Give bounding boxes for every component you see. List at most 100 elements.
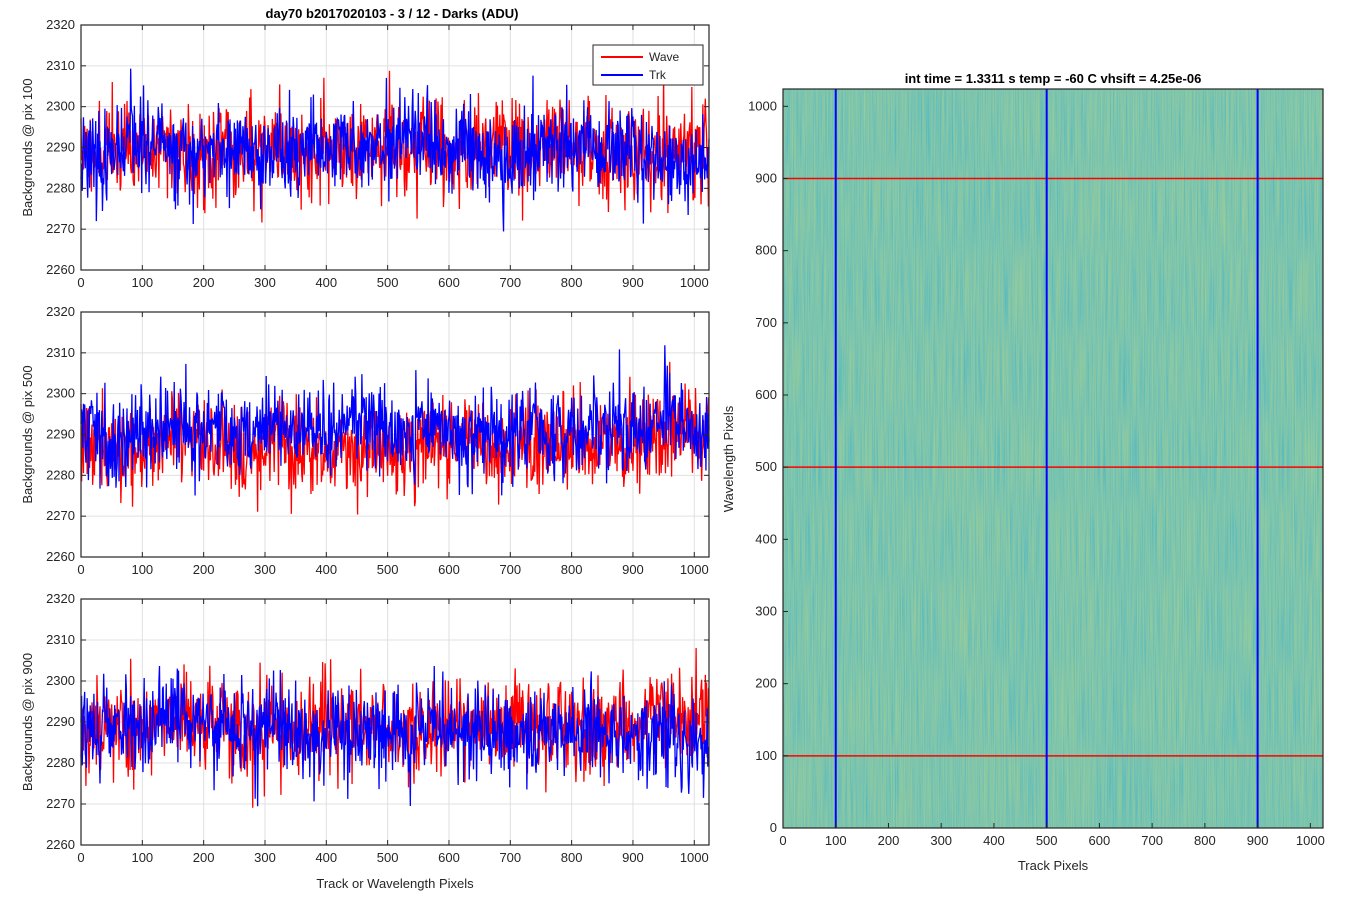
- line-panel-pix-900: 0 100 200 300 400 500 600 700 800 900 1000 2260 2270…: [20, 591, 710, 891]
- x-tick-label: 800: [561, 275, 583, 290]
- image-panel: int time = 1.3311 s temp = -60 C vhsift …: [721, 71, 1325, 873]
- x-tick-label: 300: [254, 850, 276, 865]
- x-tick-label: 1000: [1296, 833, 1325, 848]
- x-tick-label: 300: [930, 833, 952, 848]
- y-tick-label: 500: [755, 459, 777, 474]
- y-tick-label: 2260: [46, 262, 75, 277]
- x-tick-label: 200: [878, 833, 900, 848]
- series-group: [80, 345, 710, 515]
- y-tick-label: 400: [755, 531, 777, 546]
- x-axis-label: Track Pixels: [1018, 858, 1089, 873]
- x-tick-label: 500: [377, 850, 399, 865]
- x-tick-label: 100: [131, 562, 153, 577]
- y-tick-label: 800: [755, 243, 777, 258]
- y-tick-label: 200: [755, 676, 777, 691]
- y-tick-label: 2320: [46, 304, 75, 319]
- x-tick-label: 600: [438, 275, 460, 290]
- x-tick-label: 100: [131, 275, 153, 290]
- y-tick-label: 2290: [46, 427, 75, 442]
- x-tick-label: 400: [315, 850, 337, 865]
- y-axis-label: Wavelength Pixels: [721, 405, 736, 512]
- ticks: 0 100 200 300 400 500 600 700 800 900 1000 2260 2270…: [46, 17, 709, 290]
- x-tick-label: 600: [438, 850, 460, 865]
- line-panel-pix-500: 0 100 200 300 400 500 600 700 800 900 1000 2260 2270…: [20, 304, 710, 577]
- x-tick-label: 800: [1194, 833, 1216, 848]
- y-tick-label: 2310: [46, 345, 75, 360]
- x-tick-label: 1000: [680, 275, 709, 290]
- y-tick-label: 2300: [46, 673, 75, 688]
- y-tick-label: 2280: [46, 180, 75, 195]
- x-tick-label: 500: [377, 562, 399, 577]
- x-tick-label: 800: [561, 850, 583, 865]
- y-axis-label: Backgrounds @ pix 500: [20, 365, 35, 503]
- y-tick-label: 1000: [748, 98, 777, 113]
- image-title: int time = 1.3311 s temp = -60 C vhsift …: [905, 71, 1202, 86]
- x-tick-label: 0: [779, 833, 786, 848]
- y-tick-label: 2310: [46, 58, 75, 73]
- y-axis-label: Backgrounds @ pix 100: [20, 78, 35, 216]
- ticks: 0 100 200 300 400 500 600 700 800 900 1000 0 100 200 3…: [748, 98, 1325, 848]
- legend[interactable]: Wave Trk: [592, 44, 704, 86]
- x-tick-label: 700: [499, 562, 521, 577]
- y-tick-label: 2270: [46, 796, 75, 811]
- x-tick-label: 400: [983, 833, 1005, 848]
- ticks: 0 100 200 300 400 500 600 700 800 900 1000 2260 2270…: [46, 304, 709, 577]
- y-tick-label: 600: [755, 387, 777, 402]
- x-tick-label: 500: [377, 275, 399, 290]
- y-tick-label: 2290: [46, 140, 75, 155]
- x-tick-label: 900: [622, 850, 644, 865]
- y-tick-label: 2280: [46, 755, 75, 770]
- x-tick-label: 100: [825, 833, 847, 848]
- line-panel-pix-100: day70 b2017020103 - 3 / 12 - Darks (ADU)…: [20, 6, 710, 290]
- x-tick-label: 600: [1089, 833, 1111, 848]
- y-tick-label: 100: [755, 748, 777, 763]
- y-tick-label: 2260: [46, 837, 75, 852]
- series-group: [80, 648, 710, 808]
- ticks: 0 100 200 300 400 500 600 700 800 900 1000 2260 2270…: [46, 591, 709, 865]
- legend-label-wave: Wave: [649, 50, 680, 64]
- heatmap-image: [783, 89, 1323, 828]
- legend-label-trk: Trk: [649, 68, 667, 82]
- x-axis-label: Track or Wavelength Pixels: [316, 876, 474, 891]
- y-tick-label: 2270: [46, 221, 75, 236]
- y-tick-label: 2280: [46, 467, 75, 482]
- y-axis-label: Backgrounds @ pix 900: [20, 653, 35, 791]
- legend-box: [592, 44, 704, 86]
- x-tick-label: 200: [193, 850, 215, 865]
- y-tick-label: 2320: [46, 591, 75, 606]
- y-tick-label: 0: [770, 820, 777, 835]
- y-tick-label: 2290: [46, 714, 75, 729]
- x-tick-label: 1000: [680, 850, 709, 865]
- x-tick-label: 700: [499, 850, 521, 865]
- x-tick-label: 200: [193, 275, 215, 290]
- x-tick-label: 0: [77, 562, 84, 577]
- y-tick-label: 2270: [46, 508, 75, 523]
- y-tick-label: 2320: [46, 17, 75, 32]
- series-line-trk: [80, 68, 710, 232]
- y-tick-label: 900: [755, 170, 777, 185]
- y-tick-label: 700: [755, 315, 777, 330]
- series-line-trk: [80, 665, 710, 807]
- x-tick-label: 900: [1247, 833, 1269, 848]
- x-tick-label: 500: [1036, 833, 1058, 848]
- figure-title: day70 b2017020103 - 3 / 12 - Darks (ADU): [266, 6, 519, 21]
- x-tick-label: 100: [131, 850, 153, 865]
- x-tick-label: 700: [1141, 833, 1163, 848]
- heatmap-noise: [783, 89, 1323, 828]
- x-tick-label: 0: [77, 275, 84, 290]
- image-axes-box: [782, 88, 1324, 829]
- x-tick-label: 300: [254, 275, 276, 290]
- x-tick-label: 600: [438, 562, 460, 577]
- series-line-trk: [80, 345, 710, 496]
- x-tick-label: 800: [561, 562, 583, 577]
- x-tick-label: 400: [315, 275, 337, 290]
- x-tick-label: 200: [193, 562, 215, 577]
- x-tick-label: 400: [315, 562, 337, 577]
- x-tick-label: 900: [622, 562, 644, 577]
- x-tick-label: 0: [77, 850, 84, 865]
- x-tick-label: 700: [499, 275, 521, 290]
- y-tick-label: 300: [755, 603, 777, 618]
- y-tick-label: 2300: [46, 99, 75, 114]
- y-tick-label: 2300: [46, 386, 75, 401]
